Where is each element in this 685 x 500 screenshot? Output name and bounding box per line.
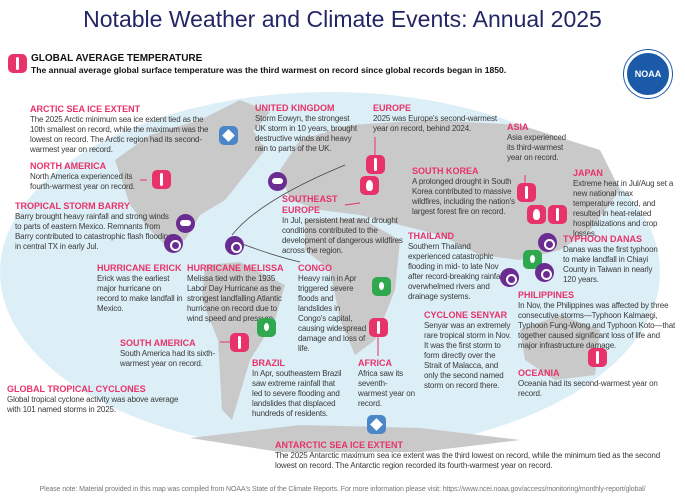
event-melissa: HURRICANE MELISSA Melissa tied with the 1…: [187, 263, 293, 324]
event-south-korea: SOUTH KOREA A prolonged drought in South …: [412, 166, 522, 217]
text: A prolonged drought in South Korea contr…: [412, 177, 515, 216]
event-southeast-europe: SOUTHEAST EUROPE In Jul, persistent heat …: [282, 194, 404, 256]
heading: UNITED KINGDOM: [255, 103, 335, 113]
heading: THAILAND: [408, 231, 454, 241]
heading: HURRICANE MELISSA: [187, 263, 284, 273]
heading: JAPAN: [573, 168, 603, 178]
greenland: [200, 100, 270, 130]
sea-ice-icon: [219, 126, 238, 145]
event-philippines: PHILIPPINES In Nov, the Philippines was a…: [518, 290, 678, 351]
hurricane-icon: [164, 234, 183, 253]
heading: CONGO: [298, 263, 333, 273]
event-north-america: NORTH AMERICA North America experienced i…: [30, 161, 150, 192]
heavy-rain-icon: [257, 318, 276, 337]
event-global-cyclones: GLOBAL TROPICAL CYCLONES Global tropical …: [7, 384, 182, 415]
wildfire-icon: [527, 205, 546, 224]
event-erick: HURRICANE ERICK Erick was the earliest ma…: [97, 263, 183, 314]
text: South America had its sixth-warmest year…: [120, 349, 215, 368]
thermometer-icon: [230, 333, 249, 352]
thermometer-icon: [588, 348, 607, 367]
event-barry: TROPICAL STORM BARRY Barry brought heavy …: [15, 201, 173, 252]
connector-lines: [140, 137, 526, 356]
event-antarctic: ANTARCTIC SEA ICE EXTENT The 2025 Antarct…: [275, 440, 675, 471]
event-oceania: OCEANIA Oceania had its second-warmest ye…: [518, 368, 680, 399]
eurasia: [280, 120, 620, 260]
north-america: [115, 120, 265, 245]
storm-icon: [268, 172, 287, 191]
thermometer-icon: [152, 170, 171, 189]
thermometer-icon: [8, 54, 27, 73]
event-japan: JAPAN Extreme heat in Jul/Aug set a new n…: [573, 168, 675, 239]
text: Melissa tied with the 1935 Labor Day Hur…: [187, 274, 282, 323]
heading: SOUTHEAST EUROPE: [282, 194, 338, 215]
text: Oceania had its second-warmest year on r…: [518, 379, 658, 398]
heading: TROPICAL STORM BARRY: [15, 201, 130, 211]
heading: ASIA: [507, 122, 529, 132]
heading: HURRICANE ERICK: [97, 263, 182, 273]
text: Barry brought heavy rainfall and strong …: [15, 212, 173, 251]
storm-icon: [176, 214, 195, 233]
text: The 2025 Arctic minimum sea ice extent t…: [30, 115, 209, 154]
australia: [520, 315, 600, 380]
event-europe: EUROPE 2025 was Europe's second-warmest y…: [373, 103, 498, 134]
text: Erick was the earliest major hurricane o…: [97, 274, 183, 313]
text: In Apr, southeastern Brazil saw extreme …: [252, 369, 342, 418]
text: Senyar was an extremely rare tropical st…: [424, 321, 511, 390]
text: Southern Thailand experienced catastroph…: [408, 242, 504, 301]
text: Africa saw its seventh-warmest year on r…: [358, 369, 415, 408]
event-asia: ASIA Asia experienced its third-warmest y…: [507, 122, 569, 163]
global-temp-heading: GLOBAL AVERAGE TEMPERATURE: [31, 53, 203, 64]
hurricane-icon: [538, 233, 557, 252]
antarctica: [190, 425, 520, 452]
event-brazil: BRAZIL In Apr, southeastern Brazil saw ex…: [252, 358, 347, 419]
hurricane-icon: [500, 268, 519, 287]
heading: BRAZIL: [252, 358, 285, 368]
event-arctic: ARCTIC SEA ICE EXTENT The 2025 Arctic min…: [30, 104, 218, 155]
text: Global tropical cyclone activity was abo…: [7, 395, 179, 414]
hurricane-icon: [225, 236, 244, 255]
thermometer-icon: [548, 205, 567, 224]
heading: PHILIPPINES: [518, 290, 575, 300]
heading: OCEANIA: [518, 368, 560, 378]
event-typhoon-danas: TYPHOON DANAS Danas was the first typhoon…: [563, 234, 658, 285]
thermometer-icon: [366, 155, 385, 174]
flooding-icon: [523, 250, 542, 269]
text: In Nov, the Philippines was affected by …: [518, 301, 676, 350]
global-temp-text: The annual average global surface temper…: [31, 65, 507, 75]
footnote: Please note: Material provided in this m…: [39, 486, 646, 493]
event-uk: UNITED KINGDOM Storm Eowyn, the strongest…: [255, 103, 360, 154]
thermometer-icon: [517, 183, 536, 202]
event-south-america: SOUTH AMERICA South America had its sixth…: [120, 338, 220, 369]
heavy-rain-icon: [372, 277, 391, 296]
text: In Jul, persistent heat and drought cond…: [282, 216, 403, 255]
heading: TYPHOON DANAS: [563, 234, 643, 244]
event-congo: CONGO Heavy rain in Apr triggered severe …: [298, 263, 366, 354]
heading: GLOBAL TROPICAL CYCLONES: [7, 384, 146, 394]
event-cyclone-senyar: CYCLONE SENYAR Senyar was an extremely ra…: [424, 310, 514, 391]
text: Danas was the first typhoon to make land…: [563, 245, 658, 284]
heading: SOUTH AMERICA: [120, 338, 196, 348]
text: Asia experienced its third-warmest year …: [507, 133, 566, 162]
heading: CYCLONE SENYAR: [424, 310, 508, 320]
heading: NORTH AMERICA: [30, 161, 107, 171]
heading: SOUTH KOREA: [412, 166, 479, 176]
heading: AFRICA: [358, 358, 392, 368]
text: North America experienced its fourth-war…: [30, 172, 135, 191]
heading: EUROPE: [373, 103, 412, 113]
text: 2025 was Europe's second-warmest year on…: [373, 114, 497, 133]
wildfire-icon: [360, 176, 379, 195]
sea-ice-icon: [367, 415, 386, 434]
text: Heavy rain in Apr triggered severe flood…: [298, 274, 367, 353]
thermometer-icon: [369, 318, 388, 337]
text: Storm Eowyn, the strongest UK storm in 1…: [255, 114, 357, 153]
heading: ARCTIC SEA ICE EXTENT: [30, 104, 141, 114]
event-thailand: THAILAND Southern Thailand experienced ca…: [408, 231, 508, 302]
hurricane-icon: [535, 263, 554, 282]
page-title: Notable Weather and Climate Events: Annu…: [83, 6, 602, 32]
heading: ANTARCTIC SEA ICE EXTENT: [275, 440, 404, 450]
text: Extreme heat in Jul/Aug set a new nation…: [573, 179, 674, 238]
text: The 2025 Antarctic maximum sea ice exten…: [275, 451, 661, 470]
event-africa: AFRICA Africa saw its seventh-warmest yea…: [358, 358, 416, 409]
noaa-logo: NOAA: [624, 50, 672, 98]
